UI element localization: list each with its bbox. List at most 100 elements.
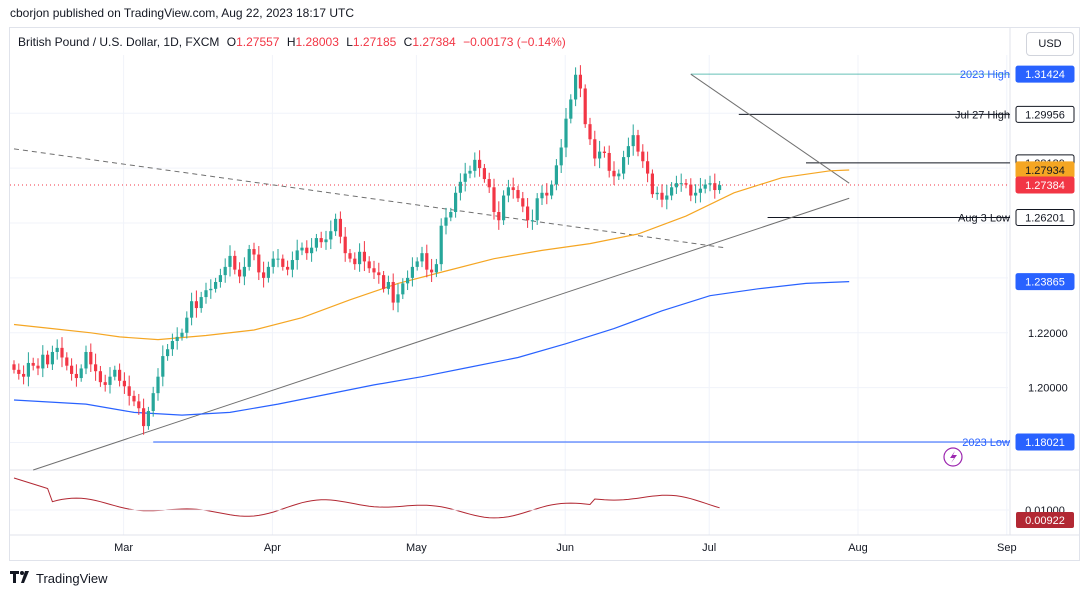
- x-tick-label: Apr: [264, 542, 281, 554]
- candle-body: [444, 217, 448, 226]
- candle-body: [151, 393, 155, 411]
- currency-button[interactable]: USD: [1026, 32, 1074, 56]
- candle-body: [559, 147, 563, 166]
- price-tag: [1015, 273, 1075, 291]
- candle-body: [487, 179, 491, 188]
- high-label: H: [286, 35, 296, 49]
- candle-body: [118, 369, 122, 381]
- rsi-value-label: 0.00922: [1025, 515, 1065, 527]
- candle-body: [386, 281, 390, 289]
- price-tag: [1015, 65, 1075, 83]
- candle-body: [290, 260, 294, 270]
- candle-body: [166, 349, 170, 357]
- candle-body: [497, 211, 501, 221]
- price-tag-label: 1.31424: [1025, 69, 1065, 81]
- candle-body: [46, 354, 50, 365]
- change-value: −0.00173 (−0.14%): [463, 35, 566, 49]
- tradingview-logo[interactable]: TradingView: [10, 571, 108, 586]
- x-tick-label: Jul: [702, 542, 716, 554]
- candle-body: [684, 183, 688, 185]
- candle-body: [266, 266, 270, 278]
- candle-body: [17, 369, 21, 374]
- symbol-name: British Pound / U.S. Dollar, 1D, FXCM: [18, 35, 220, 49]
- candle-body: [602, 151, 606, 153]
- candle-body: [108, 376, 112, 385]
- price-tag-label: 1.27934: [1025, 165, 1065, 177]
- candle-body: [252, 249, 256, 255]
- candle-body: [305, 247, 309, 254]
- candle-body: [204, 290, 208, 298]
- price-tag-label: 1.23865: [1025, 277, 1065, 289]
- candle-body: [175, 336, 179, 341]
- candle-body: [478, 159, 482, 169]
- candle-body: [362, 251, 366, 262]
- candle-body: [516, 190, 520, 199]
- candle-body: [233, 255, 237, 270]
- candle-body: [310, 247, 314, 254]
- candle-body: [492, 187, 496, 212]
- candle-body: [526, 206, 530, 221]
- candle-body: [449, 211, 453, 218]
- candle-body: [574, 74, 578, 100]
- candle-body: [554, 165, 558, 185]
- candle-body: [674, 183, 678, 188]
- trendline-rising-support: [33, 197, 850, 471]
- candle-body: [588, 124, 592, 140]
- candle-body: [593, 139, 597, 159]
- candle-body: [146, 410, 150, 427]
- price-annotation: Aug 3 Low: [958, 212, 1010, 224]
- candle-body: [377, 272, 381, 276]
- candle-body: [132, 395, 136, 402]
- candle-body: [550, 184, 554, 196]
- low-value: 1.27185: [352, 35, 397, 49]
- rsi-line: [13, 477, 720, 519]
- candle-body: [41, 354, 45, 369]
- candle-body: [703, 184, 707, 189]
- candle-body: [713, 183, 717, 191]
- candle-body: [660, 192, 664, 200]
- price-tag: [1015, 208, 1075, 226]
- price-annotation: 2023 Low: [962, 437, 1010, 449]
- candle-body: [142, 408, 146, 427]
- candle-body: [228, 255, 232, 267]
- candle-body: [430, 269, 434, 273]
- price-tag: [1015, 176, 1075, 194]
- candle-body: [271, 258, 275, 267]
- candle-body: [26, 362, 30, 377]
- event-flag-icon: [943, 447, 963, 467]
- candle-body: [718, 185, 722, 191]
- candle-body: [482, 168, 486, 180]
- candle-body: [242, 266, 246, 277]
- lightning-icon: [950, 451, 957, 463]
- candle-body: [89, 351, 93, 365]
- candle-body: [194, 301, 198, 309]
- candle-body: [36, 365, 40, 369]
- candle-body: [535, 198, 539, 221]
- candle-body: [617, 173, 621, 177]
- candle-body: [50, 351, 54, 365]
- high-value: 1.28003: [295, 35, 339, 49]
- candle-body: [679, 183, 683, 185]
- candle-body: [578, 74, 582, 89]
- candle-body: [127, 386, 131, 396]
- candle-body: [84, 351, 88, 369]
- candle-body: [180, 332, 184, 337]
- candle-body: [655, 192, 659, 195]
- candle-body: [286, 266, 290, 270]
- candle-body: [74, 373, 78, 379]
- candle-body: [338, 218, 342, 237]
- candle-body: [199, 297, 203, 309]
- ma50-line: [13, 169, 850, 341]
- price-tag: [1015, 433, 1075, 451]
- candle-body: [458, 181, 462, 193]
- candle-body: [190, 301, 194, 318]
- candle-body: [401, 283, 405, 295]
- candle-body: [636, 135, 640, 152]
- candle-body: [209, 288, 213, 291]
- open-value: 1.27557: [236, 35, 280, 49]
- candle-body: [12, 364, 16, 370]
- candle-body: [545, 192, 549, 196]
- candle-body: [540, 192, 544, 199]
- ma200-line: [13, 281, 850, 416]
